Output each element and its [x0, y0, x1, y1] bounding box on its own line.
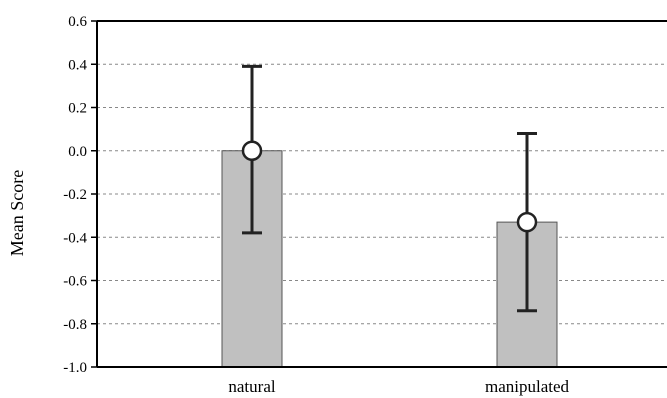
y-tick-label-7: -0.8 [63, 317, 87, 333]
error-bars [241, 64, 538, 313]
y-tick-label-4: -0.2 [63, 187, 87, 203]
y-tick-label-1: 0.4 [68, 57, 87, 73]
mean-marker-natural [241, 140, 263, 161]
category-label-manipulated: manipulated [485, 377, 570, 396]
y-axis-label: Mean Score [7, 170, 27, 256]
y-tick-label-5: -0.4 [63, 230, 87, 246]
axes [91, 20, 667, 368]
y-tick-label-2: 0.2 [68, 101, 87, 117]
y-tick-label-8: -1.0 [63, 360, 87, 376]
x-category-labels: natural manipulated [228, 377, 569, 396]
grid-lines [97, 63, 667, 325]
mean-marker-manipulated [516, 211, 538, 233]
y-tick-labels: 0.6 0.4 0.2 0.0 -0.2 -0.4 -0.6 -0.8 -1.0 [63, 14, 87, 376]
bars [221, 150, 558, 368]
y-tick-label-0: 0.6 [68, 14, 87, 30]
y-tick-label-6: -0.6 [63, 274, 87, 290]
y-tick-label-3: 0.0 [68, 144, 87, 160]
category-label-natural: natural [228, 377, 275, 396]
